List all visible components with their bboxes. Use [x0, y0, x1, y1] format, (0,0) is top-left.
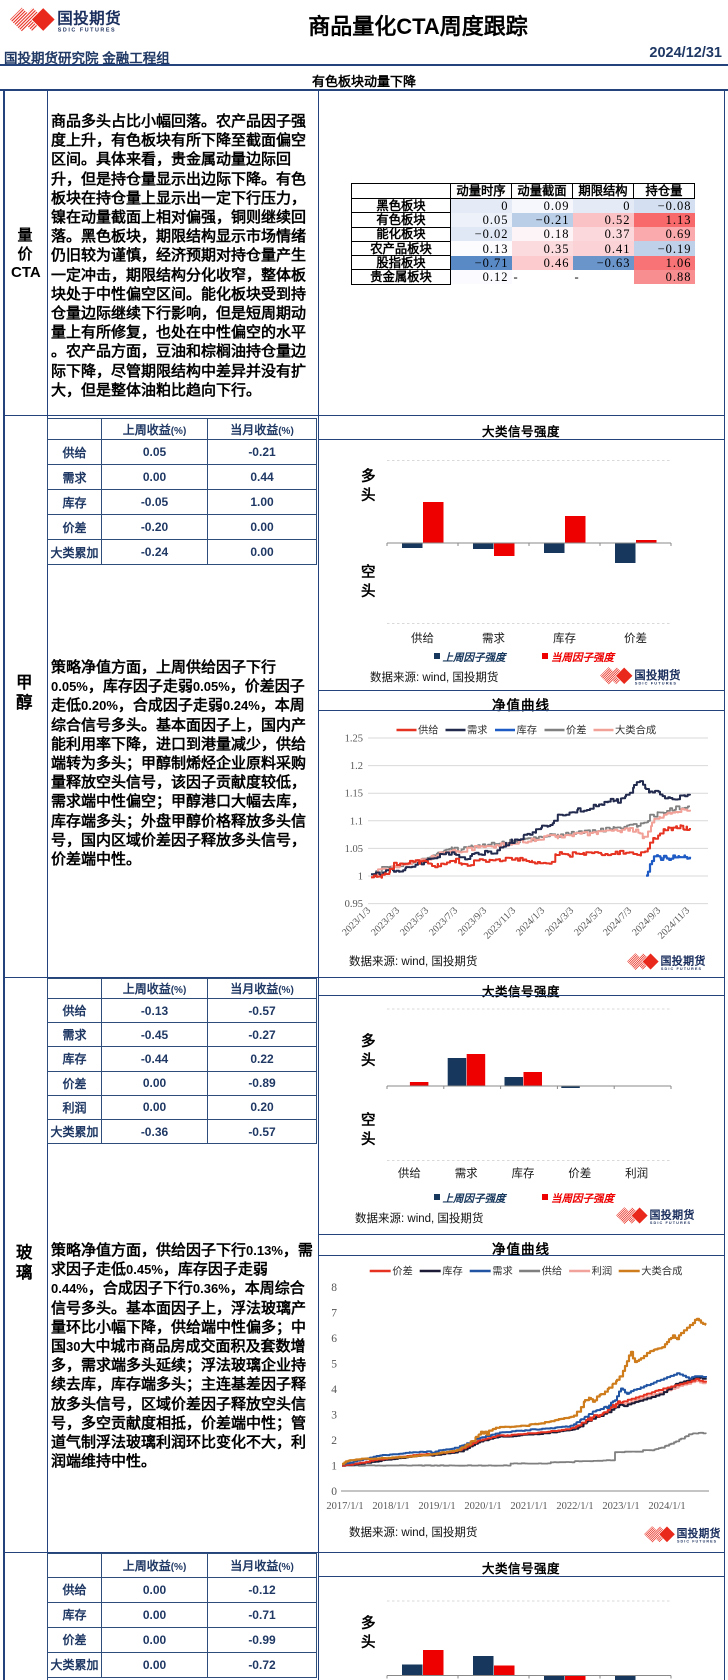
svg-text:供给: 供给	[398, 1166, 421, 1180]
svg-text:供给: 供给	[542, 1265, 563, 1278]
svg-text:2024/3/3: 2024/3/3	[543, 905, 576, 938]
svg-text:1.15: 1.15	[345, 789, 363, 800]
svg-text:2023/11/3: 2023/11/3	[482, 905, 518, 941]
svg-text:2023/1/3: 2023/1/3	[340, 905, 373, 938]
svg-text:2023/1/1: 2023/1/1	[602, 1501, 639, 1512]
svg-text:国投期货: 国投期货	[677, 1527, 720, 1540]
svg-text:1: 1	[331, 1461, 337, 1473]
svg-text:大类合成: 大类合成	[615, 724, 656, 737]
svg-text:2024/1/1: 2024/1/1	[648, 1501, 685, 1512]
svg-text:2018/1/1: 2018/1/1	[372, 1501, 409, 1512]
svg-text:1.25: 1.25	[345, 734, 363, 745]
svg-text:5: 5	[331, 1359, 337, 1371]
svg-text:1.1: 1.1	[350, 816, 363, 827]
svg-text:价差: 价差	[568, 1166, 591, 1180]
svg-text:库存: 库存	[553, 631, 576, 645]
svg-text:需求: 需求	[467, 725, 488, 737]
svg-text:SDIC FUTURES: SDIC FUTURES	[650, 1221, 691, 1225]
svg-text:2024/5/3: 2024/5/3	[572, 905, 605, 938]
svg-text:6: 6	[331, 1333, 337, 1345]
svg-text:需求: 需求	[482, 632, 505, 645]
svg-text:需求: 需求	[492, 1266, 513, 1278]
svg-text:1: 1	[358, 872, 363, 883]
svg-text:2023/7/3: 2023/7/3	[427, 905, 460, 938]
svg-text:2024/11/3: 2024/11/3	[656, 905, 692, 941]
svg-text:大类合成: 大类合成	[641, 1265, 682, 1278]
svg-text:价差: 价差	[392, 1265, 413, 1278]
svg-text:0: 0	[331, 1486, 337, 1498]
svg-text:2019/1/1: 2019/1/1	[418, 1501, 455, 1512]
svg-text:3: 3	[331, 1410, 337, 1422]
svg-text:SDIC FUTURES: SDIC FUTURES	[58, 27, 116, 33]
svg-text:2017/1/1: 2017/1/1	[326, 1501, 363, 1512]
svg-text:1.05: 1.05	[345, 844, 363, 855]
svg-text:库存: 库存	[442, 1265, 463, 1278]
svg-text:7: 7	[331, 1308, 337, 1320]
svg-text:0.95: 0.95	[345, 899, 363, 910]
svg-text:国投期货: 国投期货	[57, 9, 120, 28]
svg-text:供给: 供给	[418, 724, 439, 737]
svg-text:SDIC FUTURES: SDIC FUTURES	[635, 680, 677, 685]
svg-text:2024/7/3: 2024/7/3	[601, 905, 634, 938]
svg-text:2022/1/1: 2022/1/1	[556, 1501, 593, 1512]
svg-text:需求: 需求	[455, 1167, 478, 1180]
svg-text:2021/1/1: 2021/1/1	[510, 1501, 547, 1512]
svg-text:国投期货: 国投期货	[649, 1207, 694, 1221]
svg-text:利润: 利润	[625, 1166, 648, 1180]
svg-text:库存: 库存	[517, 724, 538, 737]
svg-text:利润: 利润	[592, 1265, 613, 1278]
svg-text:2024/1/3: 2024/1/3	[514, 905, 547, 938]
svg-text:库存: 库存	[512, 1166, 535, 1180]
svg-text:4: 4	[331, 1384, 337, 1396]
svg-text:SDIC FUTURES: SDIC FUTURES	[661, 967, 702, 971]
svg-text:供给: 供给	[411, 631, 434, 645]
svg-text:2020/1/1: 2020/1/1	[464, 1501, 501, 1512]
svg-text:2: 2	[331, 1435, 337, 1447]
svg-text:国投期货: 国投期货	[660, 953, 705, 967]
svg-text:SDIC FUTURES: SDIC FUTURES	[677, 1540, 717, 1544]
svg-text:国投期货: 国投期货	[634, 668, 680, 682]
svg-text:价差: 价差	[624, 631, 647, 645]
svg-text:2023/5/3: 2023/5/3	[398, 905, 431, 938]
svg-text:2023/3/3: 2023/3/3	[369, 905, 402, 938]
svg-text:价差: 价差	[566, 724, 587, 737]
svg-text:8: 8	[331, 1282, 337, 1294]
svg-text:1.2: 1.2	[350, 761, 363, 772]
